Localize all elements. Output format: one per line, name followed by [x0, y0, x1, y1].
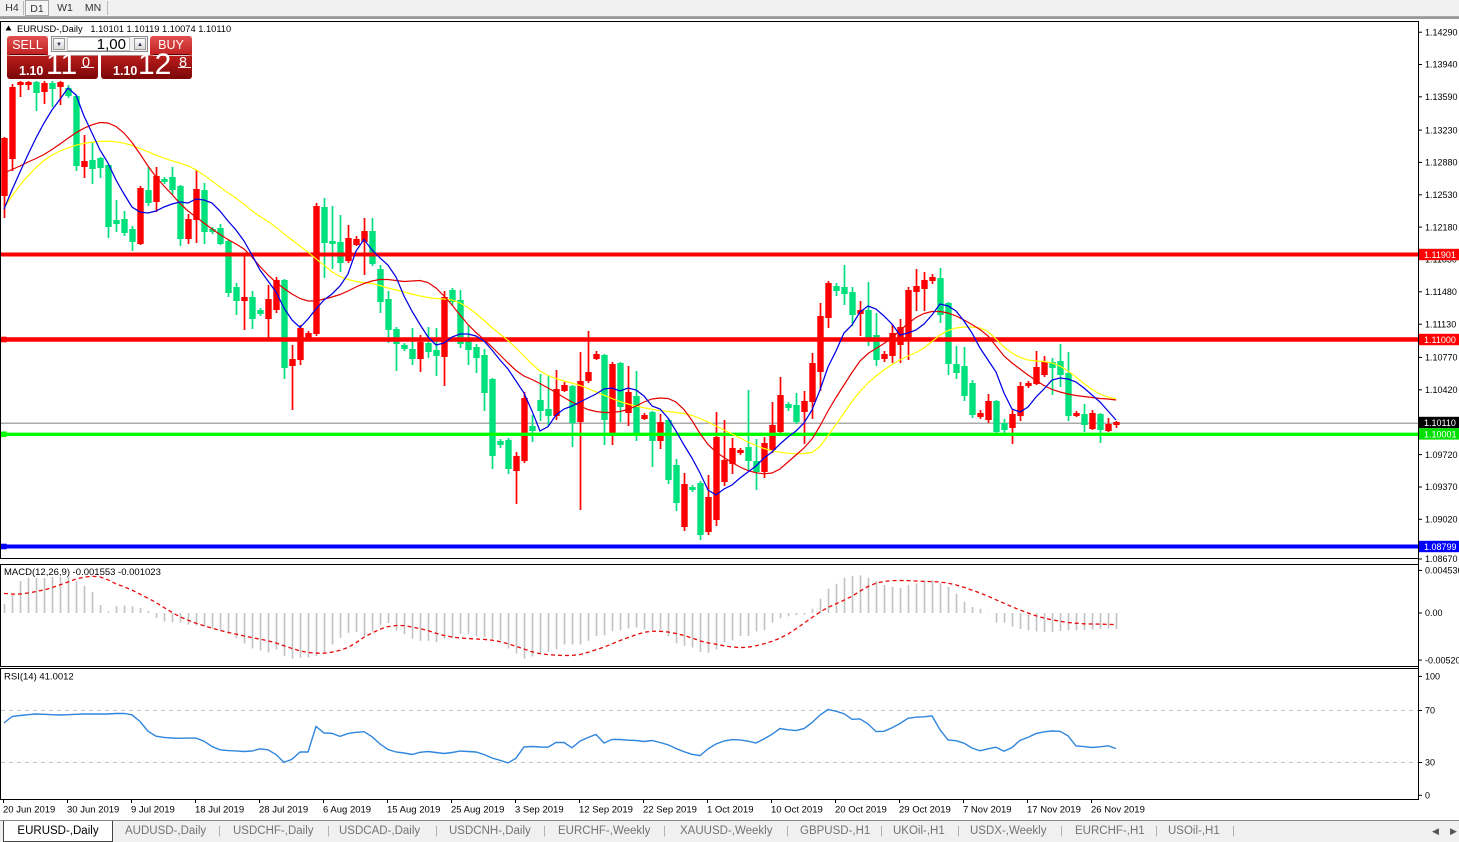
- svg-text:9 Jul 2019: 9 Jul 2019: [131, 805, 175, 816]
- svg-text:1.12880: 1.12880: [1425, 158, 1458, 168]
- svg-text:MACD(12,26,9) -0.001553 -0.001: MACD(12,26,9) -0.001553 -0.001023: [4, 567, 161, 578]
- svg-text:12 Sep 2019: 12 Sep 2019: [579, 805, 633, 816]
- svg-text:1.14290: 1.14290: [1425, 27, 1458, 37]
- svg-text:1.12530: 1.12530: [1425, 190, 1458, 200]
- svg-text:17 Nov 2019: 17 Nov 2019: [1027, 805, 1081, 816]
- svg-text:25 Aug 2019: 25 Aug 2019: [451, 805, 504, 816]
- svg-text:70: 70: [1425, 706, 1435, 716]
- svg-text:1.09720: 1.09720: [1425, 450, 1458, 460]
- svg-text:1.11901: 1.11901: [1424, 250, 1456, 260]
- svg-text:22 Sep 2019: 22 Sep 2019: [643, 805, 697, 816]
- svg-text:10 Oct 2019: 10 Oct 2019: [771, 805, 823, 816]
- svg-text:-0.005207: -0.005207: [1425, 655, 1459, 665]
- svg-text:1.10110: 1.10110: [1424, 418, 1456, 428]
- svg-text:1.11000: 1.11000: [1424, 335, 1456, 345]
- svg-text:28 Jul 2019: 28 Jul 2019: [259, 805, 308, 816]
- svg-text:3 Sep 2019: 3 Sep 2019: [515, 805, 564, 816]
- svg-text:RSI(14) 41.0012: RSI(14) 41.0012: [4, 672, 74, 683]
- svg-text:1.09020: 1.09020: [1425, 515, 1458, 525]
- svg-text:20 Jun 2019: 20 Jun 2019: [3, 805, 55, 816]
- svg-text:15 Aug 2019: 15 Aug 2019: [387, 805, 440, 816]
- svg-text:1.08799: 1.08799: [1424, 542, 1457, 552]
- svg-text:0.004536: 0.004536: [1425, 566, 1459, 576]
- svg-text:6 Aug 2019: 6 Aug 2019: [323, 805, 371, 816]
- svg-text:30: 30: [1425, 758, 1435, 768]
- svg-text:1.10001: 1.10001: [1424, 429, 1457, 439]
- svg-text:1.10420: 1.10420: [1425, 385, 1458, 395]
- svg-text:1.09370: 1.09370: [1425, 482, 1458, 492]
- svg-text:20 Oct 2019: 20 Oct 2019: [835, 805, 887, 816]
- svg-text:7 Nov 2019: 7 Nov 2019: [963, 805, 1012, 816]
- svg-text:1.08670: 1.08670: [1425, 554, 1458, 564]
- svg-text:18 Jul 2019: 18 Jul 2019: [195, 805, 244, 816]
- svg-text:1.11130: 1.11130: [1425, 319, 1456, 329]
- svg-text:26 Nov 2019: 26 Nov 2019: [1091, 805, 1145, 816]
- svg-text:1.10770: 1.10770: [1425, 353, 1458, 363]
- svg-text:29 Oct 2019: 29 Oct 2019: [899, 805, 951, 816]
- svg-text:1.13590: 1.13590: [1425, 92, 1458, 102]
- svg-text:0: 0: [1425, 791, 1430, 801]
- svg-text:1.13230: 1.13230: [1425, 125, 1458, 135]
- svg-text:30 Jun 2019: 30 Jun 2019: [67, 805, 119, 816]
- svg-text:1.13940: 1.13940: [1425, 60, 1458, 70]
- svg-text:EURUSD-,Daily 1.10101 1.1011: EURUSD-,Daily 1.10101 1.10119 1.10074 1.…: [17, 24, 231, 34]
- svg-text:100: 100: [1425, 672, 1440, 682]
- svg-text:0.00: 0.00: [1425, 608, 1443, 618]
- svg-text:1.11480: 1.11480: [1425, 287, 1457, 297]
- svg-text:1 Oct 2019: 1 Oct 2019: [707, 805, 753, 816]
- svg-text:1.12180: 1.12180: [1425, 222, 1458, 232]
